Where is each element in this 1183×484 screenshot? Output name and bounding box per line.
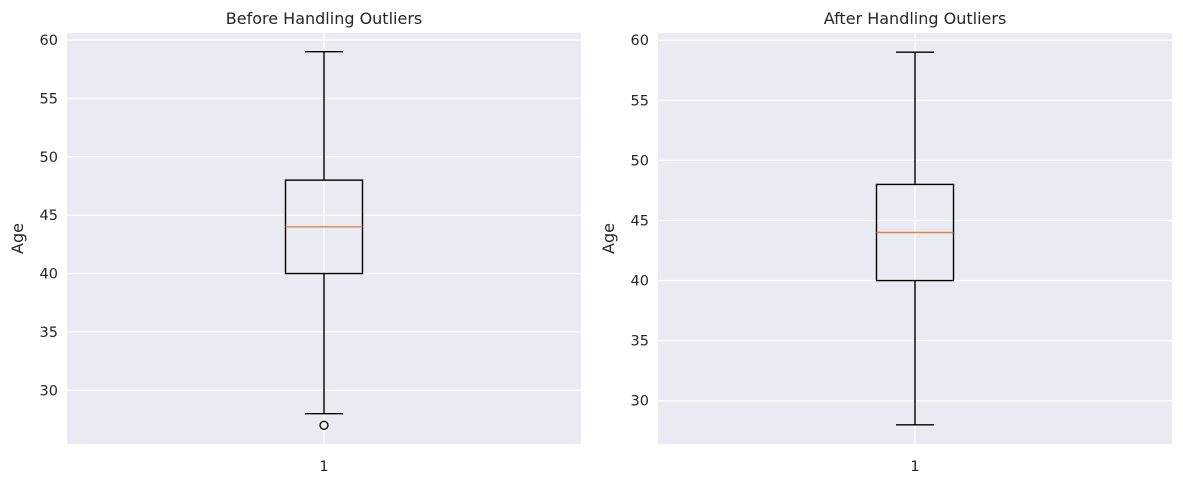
y-tick-label: 55 (40, 91, 58, 107)
y-axis-label: Age (599, 223, 618, 254)
outlier-point (319, 420, 329, 430)
y-axis-label: Age (8, 223, 27, 254)
x-tick-label: 1 (910, 459, 919, 475)
chart-title: After Handling Outliers (824, 9, 1007, 28)
y-tick-label: 45 (631, 213, 649, 229)
y-tick-label: 55 (631, 93, 649, 109)
y-tick-label: 40 (631, 274, 649, 290)
y-tick-label: 35 (631, 334, 649, 350)
y-tick-label: 35 (40, 325, 58, 341)
y-tick-label: 30 (40, 383, 58, 399)
chart-title: Before Handling Outliers (226, 9, 422, 28)
y-tick-label: 45 (40, 208, 58, 224)
y-tick-label: 50 (631, 153, 649, 169)
y-tick-label: 30 (631, 394, 649, 410)
y-tick-label: 60 (631, 33, 649, 49)
left-boxplot-panel: 30 35 40 45 50 55 60 1 Before Handling Outliers A… (8, 9, 581, 475)
right-boxplot-panel: 30 35 40 45 50 55 60 1 After Handling Outliers Ag… (599, 9, 1172, 475)
x-tick-label: 1 (319, 459, 328, 475)
y-tick-label: 40 (40, 267, 58, 283)
y-tick-label: 50 (40, 150, 58, 166)
y-tick-label: 60 (40, 33, 58, 49)
